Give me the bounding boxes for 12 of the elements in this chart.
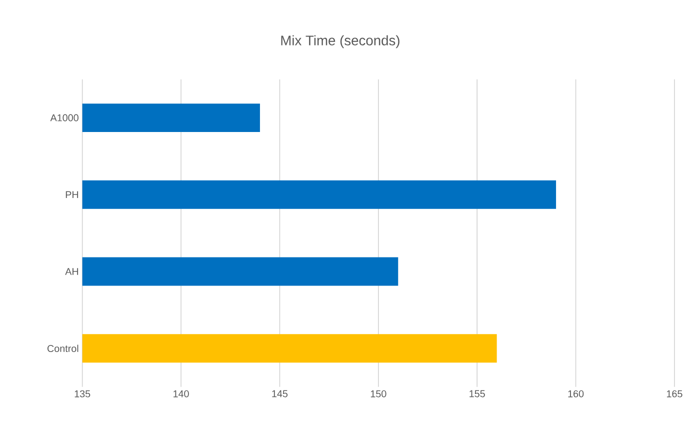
x-tick-label: 155 — [470, 390, 485, 398]
x-tick-label: 150 — [370, 390, 386, 398]
x-tick-label: 160 — [568, 390, 584, 398]
x-tick-label: 145 — [272, 390, 288, 398]
x-tick-label: 135 — [74, 390, 90, 398]
y-tick-label: PH — [66, 191, 78, 198]
y-tick-label: A1000 — [50, 114, 78, 122]
x-tick-label: 165 — [666, 390, 682, 398]
chart-title: Mix Time (seconds) — [281, 35, 400, 48]
x-tick-label: 140 — [174, 390, 189, 398]
y-tick-label: Control — [47, 344, 78, 352]
y-tick-label: AH — [65, 268, 78, 276]
